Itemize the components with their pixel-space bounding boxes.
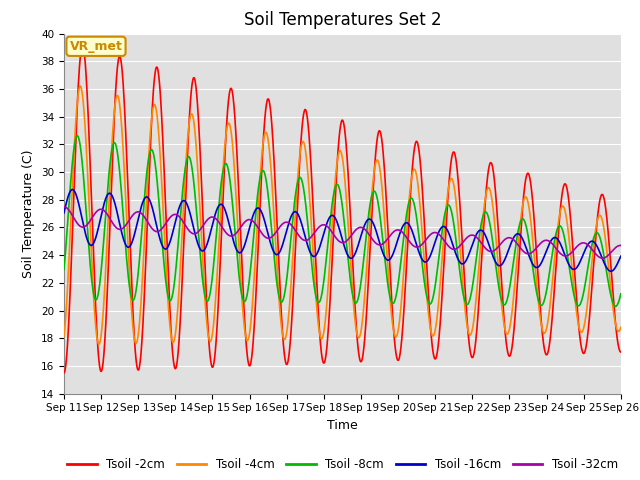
Tsoil -4cm: [429, 333, 437, 338]
Tsoil -32cm: [246, 217, 254, 223]
Tsoil -8cm: [246, 266, 254, 272]
Tsoil -8cm: [60, 266, 68, 272]
Tsoil -32cm: [184, 226, 191, 232]
Tsoil -32cm: [60, 204, 68, 210]
Line: Tsoil -16cm: Tsoil -16cm: [64, 190, 621, 271]
Tsoil -4cm: [185, 126, 193, 132]
Tsoil -16cm: [607, 268, 614, 274]
Tsoil -4cm: [76, 83, 84, 89]
Tsoil -2cm: [171, 365, 179, 371]
Line: Tsoil -4cm: Tsoil -4cm: [64, 86, 621, 344]
Bar: [584, 34, 621, 394]
Line: Tsoil -2cm: Tsoil -2cm: [64, 46, 621, 373]
Tsoil -16cm: [246, 221, 254, 227]
Tsoil -2cm: [617, 349, 625, 355]
Tsoil -2cm: [60, 370, 68, 376]
Tsoil -8cm: [612, 303, 620, 309]
Bar: [435, 34, 509, 394]
Tsoil -32cm: [599, 255, 607, 261]
Tsoil -32cm: [551, 244, 559, 250]
Bar: [287, 34, 361, 394]
Tsoil -4cm: [247, 319, 255, 325]
Tsoil -16cm: [551, 235, 559, 240]
Y-axis label: Soil Temperature (C): Soil Temperature (C): [22, 149, 35, 278]
Bar: [212, 34, 287, 394]
Tsoil -2cm: [429, 350, 437, 356]
Tsoil -16cm: [171, 222, 179, 228]
Tsoil -32cm: [617, 242, 625, 248]
Tsoil -2cm: [551, 277, 559, 283]
Tsoil -32cm: [502, 236, 509, 242]
Bar: [509, 34, 584, 394]
Tsoil -16cm: [184, 204, 192, 210]
Tsoil -8cm: [74, 133, 81, 139]
Legend: Tsoil -2cm, Tsoil -4cm, Tsoil -8cm, Tsoil -16cm, Tsoil -32cm: Tsoil -2cm, Tsoil -4cm, Tsoil -8cm, Tsoi…: [63, 454, 622, 476]
Tsoil -16cm: [60, 210, 68, 216]
Tsoil -4cm: [60, 333, 68, 339]
X-axis label: Time: Time: [327, 419, 358, 432]
Tsoil -8cm: [502, 300, 509, 306]
Tsoil -32cm: [170, 212, 178, 217]
Tsoil -32cm: [429, 230, 436, 236]
Tsoil -8cm: [184, 154, 192, 160]
Tsoil -8cm: [171, 277, 179, 283]
Tsoil -16cm: [68, 187, 76, 192]
Line: Tsoil -32cm: Tsoil -32cm: [64, 207, 621, 258]
Text: VR_met: VR_met: [70, 40, 122, 53]
Tsoil -2cm: [79, 43, 86, 48]
Tsoil -4cm: [502, 330, 510, 336]
Tsoil -2cm: [184, 136, 192, 142]
Tsoil -4cm: [617, 324, 625, 330]
Tsoil -16cm: [502, 254, 509, 260]
Tsoil -4cm: [95, 341, 102, 347]
Tsoil -8cm: [617, 291, 625, 297]
Tsoil -8cm: [551, 235, 559, 241]
Title: Soil Temperatures Set 2: Soil Temperatures Set 2: [244, 11, 441, 29]
Tsoil -16cm: [617, 253, 625, 259]
Tsoil -2cm: [246, 361, 254, 367]
Tsoil -2cm: [502, 337, 509, 343]
Bar: [361, 34, 435, 394]
Tsoil -4cm: [552, 246, 559, 252]
Bar: [64, 34, 138, 394]
Tsoil -8cm: [429, 294, 437, 300]
Tsoil -16cm: [429, 245, 437, 251]
Bar: [621, 34, 640, 394]
Tsoil -4cm: [172, 334, 179, 339]
Line: Tsoil -8cm: Tsoil -8cm: [64, 136, 621, 306]
Bar: [138, 34, 212, 394]
